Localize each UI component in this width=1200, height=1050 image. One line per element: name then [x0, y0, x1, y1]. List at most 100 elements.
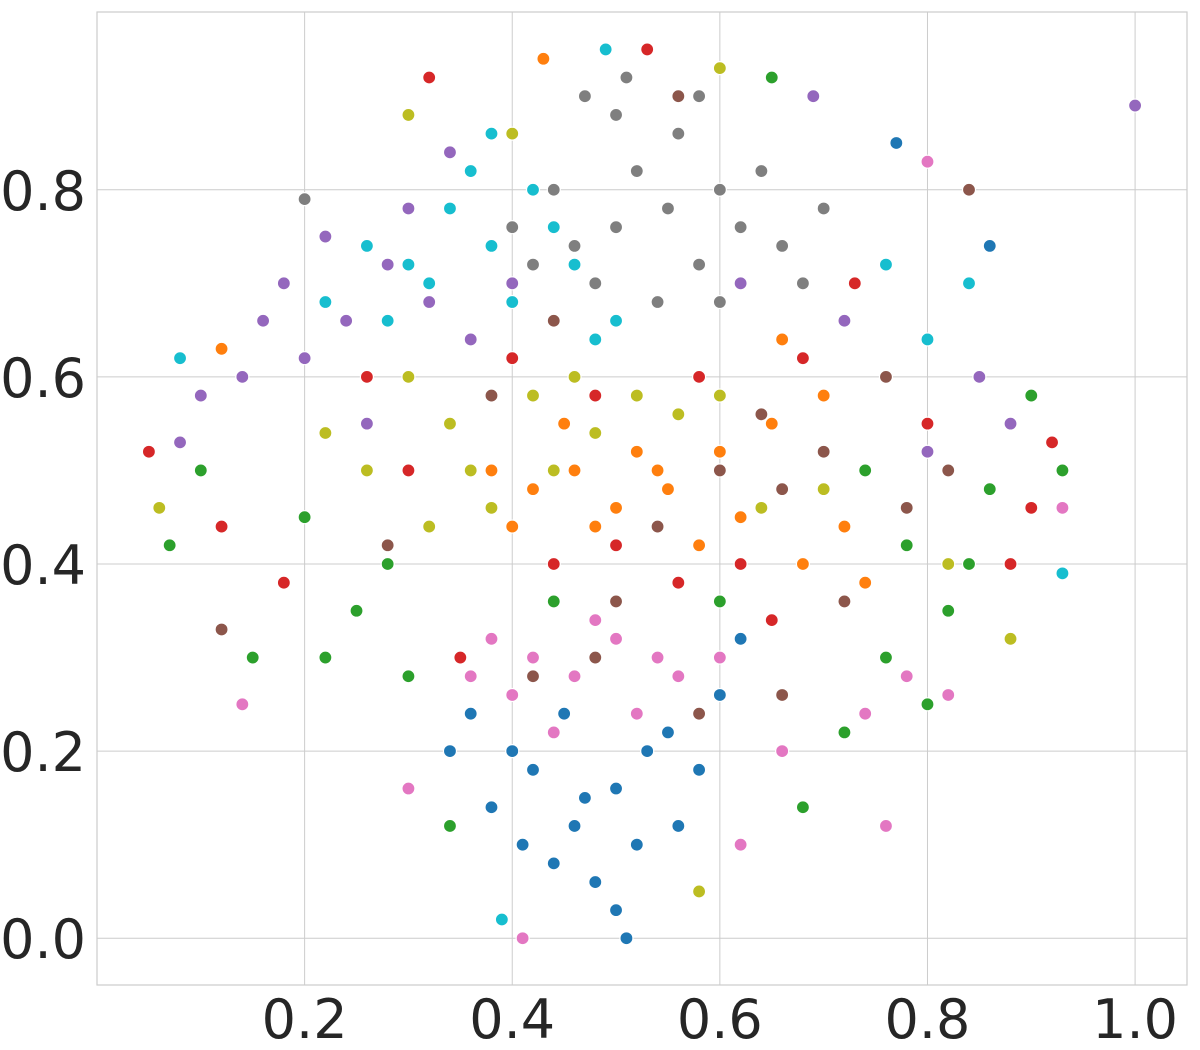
scatter-point	[276, 276, 291, 291]
scatter-point	[567, 669, 582, 684]
scatter-point	[442, 416, 458, 431]
scatter-point	[1055, 566, 1070, 581]
scatter-point	[972, 369, 987, 384]
scatter-point	[557, 706, 572, 721]
scatter-point	[567, 369, 582, 384]
scatter-point	[193, 463, 208, 478]
scatter-point	[484, 388, 499, 403]
scatter-point	[380, 556, 395, 572]
scatter-point	[660, 482, 676, 497]
scatter-point	[775, 482, 790, 497]
scatter-point	[567, 463, 582, 478]
plot-frame	[96, 11, 1188, 986]
scatter-point	[733, 276, 748, 291]
scatter-point	[1024, 500, 1039, 515]
scatter-point	[754, 500, 769, 515]
x-tick-labels: 0.2 0.4 0.6 0.8 1.0	[262, 988, 1178, 1050]
scatter-point	[775, 744, 790, 759]
scatter-point	[484, 126, 499, 141]
scatter-point	[712, 463, 727, 478]
scatter-point	[494, 912, 509, 927]
scatter-point	[152, 500, 167, 515]
scatter-point	[463, 163, 478, 179]
scatter-point	[546, 856, 561, 871]
scatter-point	[380, 313, 395, 328]
scatter-point	[1003, 416, 1018, 431]
scatter-point	[733, 837, 748, 852]
y-tick-labels: 0.0 0.2 0.4 0.6 0.8	[0, 160, 86, 971]
scatter-point	[837, 313, 852, 328]
scatter-point	[608, 313, 624, 328]
scatter-point	[525, 388, 541, 403]
scatter-point	[619, 931, 634, 946]
scatter-point	[941, 687, 956, 703]
scatter-point	[671, 669, 686, 684]
scatter-point	[847, 276, 862, 291]
scatter-point	[920, 332, 935, 347]
scatter-point	[525, 669, 541, 684]
scatter-point	[858, 463, 873, 478]
scatter-point	[588, 650, 603, 665]
scatter-point	[712, 650, 727, 665]
scatter-point	[359, 369, 375, 384]
y-tick-label: 0.4	[0, 534, 86, 597]
scatter-point	[733, 631, 748, 646]
scatter-point	[546, 313, 561, 328]
scatter-point	[671, 407, 686, 422]
y-tick-label: 0.6	[0, 347, 86, 410]
scatter-point	[733, 556, 748, 572]
scatter-point	[359, 463, 375, 478]
scatter-point	[235, 697, 250, 712]
scatter-point	[546, 463, 561, 478]
scatter-point	[318, 294, 333, 310]
scatter-point	[297, 351, 312, 366]
scatter-point	[899, 669, 914, 684]
scatter-point	[515, 837, 530, 852]
scatter-point	[775, 332, 790, 347]
scatter-point	[525, 482, 541, 497]
scatter-point	[401, 201, 416, 216]
scatter-point	[816, 444, 831, 459]
scatter-point	[795, 556, 811, 572]
scatter-point	[712, 594, 727, 609]
scatter-point	[899, 500, 914, 515]
scatter-point	[764, 613, 779, 628]
scatter-point	[484, 631, 499, 646]
scatter-point	[588, 874, 603, 890]
scatter-point	[878, 650, 894, 665]
scatter-point	[1055, 463, 1070, 478]
scatter-point	[484, 500, 499, 515]
scatter-point	[961, 182, 977, 197]
scatter-point	[1055, 500, 1070, 515]
scatter-point	[691, 257, 707, 272]
scatter-point	[650, 650, 665, 665]
scatter-point	[795, 800, 811, 815]
scatter-point	[588, 519, 603, 534]
x-tick-label: 0.4	[469, 988, 555, 1050]
scatter-point	[920, 697, 935, 712]
scatter-point	[878, 818, 894, 834]
y-tick-label: 0.0	[0, 908, 86, 971]
scatter-point	[837, 594, 852, 609]
y-tick-label: 0.2	[0, 721, 86, 784]
x-tick-label: 0.6	[677, 988, 763, 1050]
scatter-point	[297, 510, 312, 525]
scatter-point	[795, 276, 811, 291]
scatter-point	[712, 388, 727, 403]
scatter-point	[608, 631, 624, 646]
scatter-point	[671, 89, 686, 104]
scatter-point	[380, 538, 395, 553]
scatter-point	[484, 800, 499, 815]
scatter-point	[505, 294, 520, 310]
scatter-point	[650, 463, 665, 478]
scatter-point	[525, 182, 541, 197]
scatter-point	[505, 276, 520, 291]
scatter-point	[858, 575, 873, 590]
scatter-point	[525, 650, 541, 665]
scatter-point	[401, 257, 416, 272]
scatter-point	[505, 220, 520, 235]
scatter-point	[671, 575, 686, 590]
scatter-point	[608, 538, 624, 553]
scatter-point	[193, 388, 208, 403]
